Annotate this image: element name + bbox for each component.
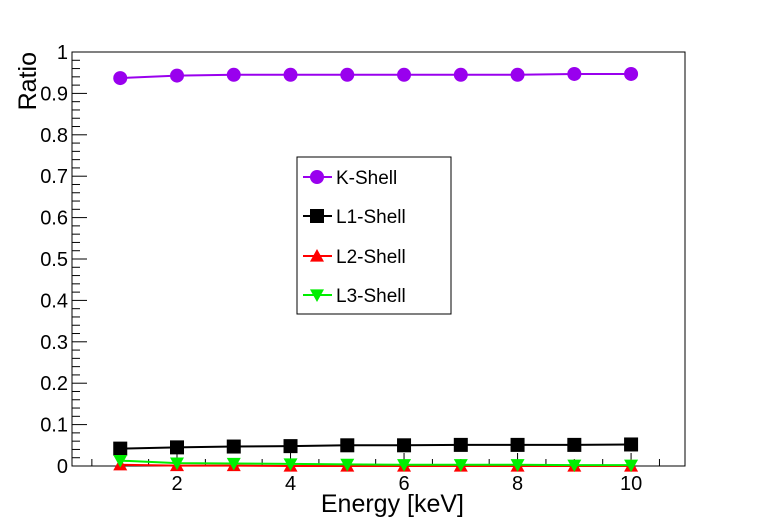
k-shell-point (453, 67, 468, 82)
l1-shell-series (113, 437, 639, 456)
y-tick-label: 1 (57, 42, 68, 64)
l3-shell-point (567, 459, 582, 473)
legend-entry-l3-shell: L3-Shell (303, 286, 406, 307)
k-shell-point (170, 68, 185, 83)
k-shell-point (226, 67, 241, 82)
legend-entry-l1-shell: L1-Shell (303, 207, 406, 228)
x-axis-title: Energy [keV] (321, 490, 464, 518)
k-shell-series (113, 66, 639, 86)
l1-shell-point (510, 437, 525, 452)
x-tick-label: 6 (398, 473, 409, 495)
k-shell-point (567, 66, 582, 81)
l1-shell-point (283, 439, 298, 454)
x-tick-label: 4 (285, 473, 296, 495)
y-tick-label: 0.2 (40, 373, 68, 395)
l1-shell-point (624, 437, 639, 452)
y-tick-label: 0.3 (40, 332, 68, 354)
l3-shell-point (113, 455, 128, 468)
l1-shell-line (120, 443, 632, 450)
legend-marker (310, 289, 324, 302)
y-tick-label: 0.8 (40, 125, 68, 147)
y-tick-label: 0.6 (40, 208, 68, 230)
k-shell-point (113, 71, 128, 86)
l3-shell-point (340, 458, 355, 472)
legend-marker (310, 170, 324, 184)
y-tick-label: 0.9 (40, 83, 68, 105)
y-axis-title: Ratio (14, 52, 42, 110)
legend-marker (310, 209, 324, 223)
k-shell-point (340, 67, 355, 82)
k-shell-point (624, 66, 639, 81)
l3-shell-point (170, 457, 185, 471)
l1-shell-point (226, 439, 241, 454)
legend-label: L3-Shell (336, 286, 406, 307)
k-shell-point (397, 67, 412, 82)
l1-shell-point (340, 438, 355, 453)
k-shell-line (120, 72, 632, 80)
l3-shell-series (113, 455, 639, 473)
l3-shell-point (397, 459, 412, 472)
k-shell-point (510, 67, 525, 82)
legend-marker (310, 249, 324, 262)
l3-shell-line (120, 459, 632, 467)
l1-shell-point (567, 437, 582, 452)
legend-label: L1-Shell (336, 207, 406, 228)
l3-shell-point (226, 457, 241, 471)
l3-shell-point (510, 459, 525, 472)
axis-ticks: 0 0.1 0.2 0.3 0.4 0.5 0.6 0.7 0.8 0.9 1 2 4 6 8 10 (40, 42, 660, 495)
y-tick-label: 0 (57, 456, 68, 478)
legend-label: K-Shell (336, 168, 397, 189)
l3-shell-point (453, 459, 468, 472)
y-tick-label: 0.4 (40, 290, 68, 312)
legend-entry-l2-shell: L2-Shell (303, 247, 406, 268)
y-tick-label: 0.1 (40, 415, 68, 437)
x-tick-label: 10 (620, 473, 642, 495)
legend: K-Shell L1-Shell L2-Shell L3-Shell (296, 156, 452, 315)
l3-shell-point (624, 459, 639, 473)
data-series (113, 66, 639, 473)
l1-shell-point (113, 441, 128, 456)
y-tick-label: 0.5 (40, 249, 68, 271)
l1-shell-point (453, 437, 468, 452)
legend-box (296, 156, 452, 315)
k-shell-point (283, 67, 298, 82)
l1-shell-point (397, 438, 412, 453)
l2-shell-line (120, 463, 632, 467)
l1-shell-point (170, 440, 185, 455)
x-tick-label: 2 (171, 473, 182, 495)
legend-entry-k-shell: K-Shell (303, 168, 397, 189)
y-tick-label: 0.7 (40, 166, 68, 188)
x-tick-label: 8 (512, 473, 523, 495)
l3-shell-point (283, 458, 298, 471)
legend-label: L2-Shell (336, 247, 406, 268)
